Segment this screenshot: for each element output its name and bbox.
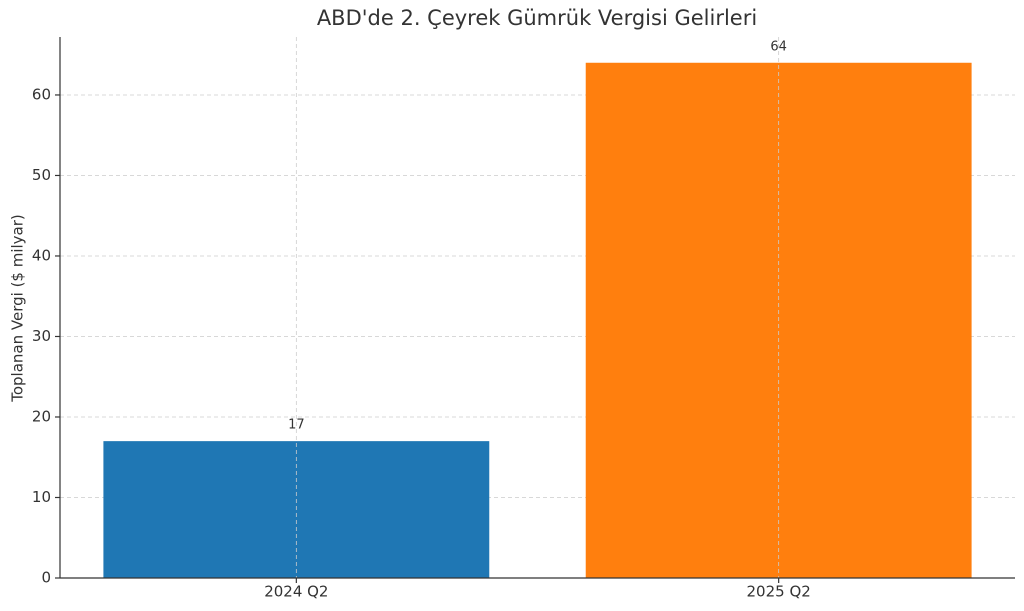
y-tick-label: 30 [32,327,51,345]
chart-title: ABD'de 2. Çeyrek Gümrük Vergisi Gelirler… [317,6,757,30]
x-tick-label: 2025 Q2 [747,583,811,601]
y-tick-label: 40 [32,246,51,264]
y-tick-label: 50 [32,166,51,184]
x-tick-label: 2024 Q2 [264,583,328,601]
y-axis-label: Toplanan Vergi ($ milyar) [9,214,27,403]
y-tick-label: 60 [32,85,51,103]
y-tick-label: 10 [32,488,51,506]
y-tick-label: 0 [41,569,51,587]
y-tick-label: 20 [32,407,51,425]
